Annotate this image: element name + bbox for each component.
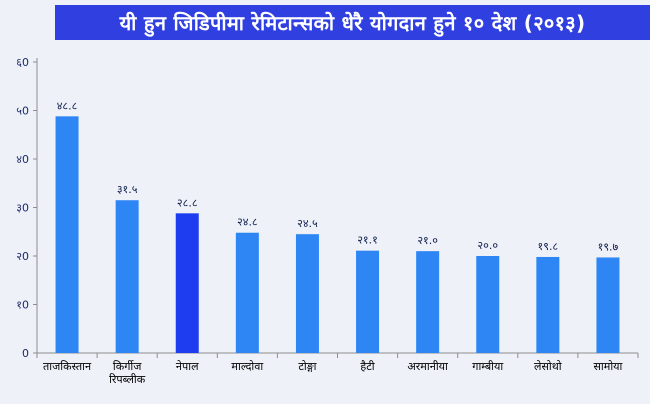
category-label: ताजकिस्तान <box>43 360 92 373</box>
y-tick-label: ६0 <box>16 56 29 69</box>
bar <box>596 257 620 353</box>
category-label: टोङ्गा <box>298 360 316 373</box>
data-label: २१.० <box>417 234 438 247</box>
category-label: माल्दोवा <box>231 360 263 373</box>
data-label: ३१.५ <box>117 183 138 196</box>
data-label: २८.८ <box>177 196 198 209</box>
bar <box>115 200 139 353</box>
chart-title: यी हुन जिडिपीमा रेमिटान्सको धेरै योगदान … <box>55 5 650 40</box>
data-label: २४.५ <box>297 217 318 230</box>
category-label: किर्गीज <box>113 360 142 373</box>
bar <box>235 232 259 353</box>
y-tick-label: ४0 <box>16 153 29 166</box>
bar <box>416 251 440 353</box>
y-tick-label: ३0 <box>16 202 29 215</box>
category-label: सामोया <box>593 360 622 373</box>
bar <box>175 213 199 353</box>
data-label: ४८.८ <box>57 99 78 112</box>
bar <box>356 250 380 353</box>
category-label: रिपब्लीक <box>109 373 146 386</box>
category-label: गाम्बीया <box>472 360 503 373</box>
data-label: २१.१ <box>357 234 378 247</box>
y-tick-label: 0 <box>22 347 29 360</box>
y-tick-label: १0 <box>16 299 29 312</box>
bar <box>536 256 560 353</box>
category-label: नेपाल <box>176 360 199 373</box>
category-label: अरमानीया <box>407 360 448 373</box>
category-label: लेसोथो <box>534 360 562 373</box>
data-label: १९.८ <box>538 240 559 253</box>
data-label: २०.० <box>477 239 498 252</box>
bar <box>55 116 79 353</box>
bar <box>476 256 500 353</box>
data-label: १९.७ <box>598 240 619 253</box>
category-label: हैटी <box>360 360 374 373</box>
y-tick-label: ५0 <box>16 105 29 118</box>
bar <box>295 234 319 353</box>
data-label: २४.८ <box>237 216 258 229</box>
y-tick-label: २0 <box>16 250 29 263</box>
